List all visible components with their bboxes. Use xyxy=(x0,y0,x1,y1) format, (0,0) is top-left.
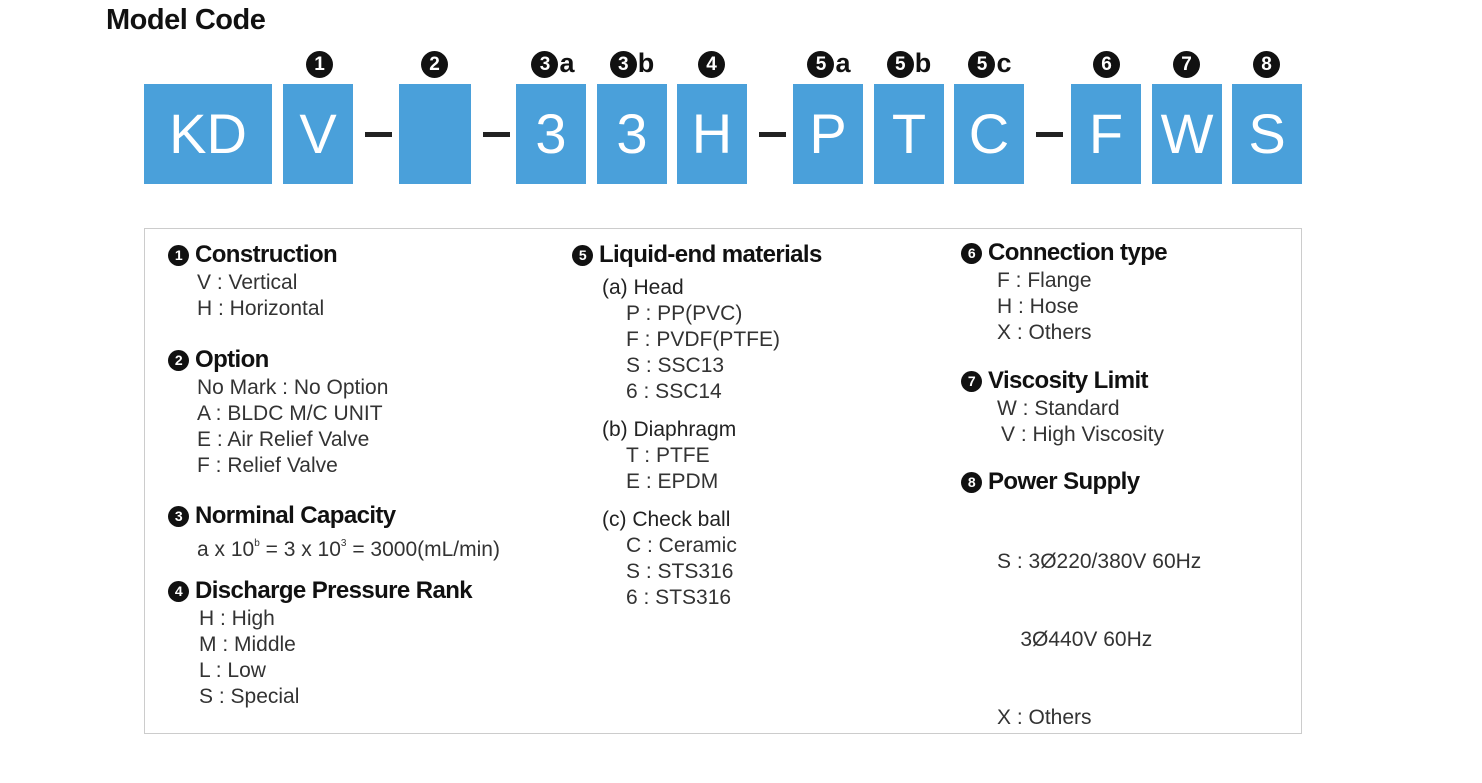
section-title: Liquid-end materials xyxy=(599,241,822,268)
code-box-construction: V xyxy=(283,84,353,184)
list-item: A : BLDC M/C UNIT xyxy=(197,402,383,425)
list-item: H : Horizontal xyxy=(197,297,325,320)
code-box-diaphragm: T xyxy=(874,84,944,184)
number-icon: 4 xyxy=(168,581,189,602)
code-box-check-ball: C xyxy=(954,84,1024,184)
list-item: 6 : SSC14 xyxy=(626,380,722,403)
code-dash xyxy=(1036,132,1063,137)
list-item: X : Others xyxy=(997,321,1092,344)
badge-2: 2 xyxy=(417,47,453,79)
list-item: M : Middle xyxy=(199,633,296,656)
list-item: X : Others xyxy=(997,706,1092,729)
subsection-check-ball: (c) Check ball xyxy=(602,508,731,531)
list-item: F : PVDF(PTFE) xyxy=(626,328,780,351)
code-box-capacity-a: 3 xyxy=(516,84,586,184)
subsection-head: (a) Head xyxy=(602,276,684,299)
list-item: H : Hose xyxy=(997,295,1079,318)
list-item: No Mark : No Option xyxy=(197,376,389,399)
page-title: Model Code xyxy=(106,4,266,36)
list-item: L : Low xyxy=(199,659,266,682)
list-item: V : Vertical xyxy=(197,271,298,294)
code-box-head: P xyxy=(793,84,863,184)
list-item: C : Ceramic xyxy=(626,534,737,557)
section-title: Norminal Capacity xyxy=(195,502,396,529)
number-icon: 5 xyxy=(572,245,593,266)
section-option: 2 Option No Mark : No Option A : BLDC M/C… xyxy=(168,345,388,479)
section-title: Connection type xyxy=(988,239,1168,266)
list-item: S : Special xyxy=(199,685,300,708)
list-item: P : PP(PVC) xyxy=(626,302,743,325)
subsection-diaphragm: (b) Diaphragm xyxy=(602,418,737,441)
section-connection: 6 Connection type F : Flange H : Hose X :… xyxy=(961,238,1168,346)
list-item: S : SSC13 xyxy=(626,354,725,377)
list-item: 3Ø440V 60Hz xyxy=(997,628,1153,651)
section-title: Viscosity Limit xyxy=(988,367,1149,394)
badge-6: 6 xyxy=(1089,47,1125,79)
section-pressure: 4 Discharge Pressure Rank H : High M : Mi… xyxy=(168,576,473,710)
badge-8: 8 xyxy=(1249,47,1285,79)
list-item: S : 3Ø220/380V 60Hz xyxy=(997,550,1202,573)
list-item: 6 : STS316 xyxy=(626,586,732,609)
code-dash xyxy=(365,132,392,137)
list-item: H : High xyxy=(199,607,275,630)
list-item: F : Relief Valve xyxy=(197,454,338,477)
section-title: Option xyxy=(195,346,269,373)
number-icon: 3 xyxy=(168,506,189,527)
number-icon: 1 xyxy=(168,245,189,266)
section-capacity: 3 Norminal Capacity a x 10b = 3 x 103 = 3… xyxy=(168,501,500,561)
section-construction: 1 Construction V : Vertical H : Horizonta… xyxy=(168,240,338,322)
list-item: W : Standard xyxy=(997,397,1120,420)
code-box-connection: F xyxy=(1071,84,1141,184)
code-box-option xyxy=(399,84,471,184)
number-icon: 8 xyxy=(961,472,982,493)
number-icon: 6 xyxy=(961,243,982,264)
section-title: Power Supply xyxy=(988,468,1140,495)
list-item: F : Flange xyxy=(997,269,1092,292)
badge-4: 4 xyxy=(694,47,730,79)
code-box-pressure: H xyxy=(677,84,747,184)
section-title: Discharge Pressure Rank xyxy=(195,577,473,604)
capacity-formula: a x 10b = 3 x 103 = 3000(mL/min) xyxy=(197,538,500,561)
list-item: E : EPDM xyxy=(626,470,719,493)
list-item: S : STS316 xyxy=(626,560,734,583)
code-dash xyxy=(759,132,786,137)
section-materials: 5 Liquid-end materials (a) Head P : PP(PV… xyxy=(572,240,822,611)
code-box-viscosity: W xyxy=(1152,84,1222,184)
badge-1: 1 xyxy=(302,47,338,79)
code-box-kd: KD xyxy=(144,84,272,184)
section-viscosity: 7 Viscosity Limit W : Standard V : High V… xyxy=(961,366,1164,448)
list-item: T : PTFE xyxy=(626,444,710,467)
number-icon: 7 xyxy=(961,371,982,392)
section-title: Construction xyxy=(195,241,338,268)
list-item: E : Air Relief Valve xyxy=(197,428,370,451)
code-dash xyxy=(483,132,510,137)
number-icon: 2 xyxy=(168,350,189,371)
section-power: 8 Power Supply S : 3Ø220/380V 60Hz 3Ø440V… xyxy=(961,467,1201,783)
code-box-power: S xyxy=(1232,84,1302,184)
code-box-capacity-b: 3 xyxy=(597,84,667,184)
list-item: V : High Viscosity xyxy=(1001,423,1165,446)
badge-7: 7 xyxy=(1169,47,1205,79)
legend-panel: 1 Construction V : Vertical H : Horizonta… xyxy=(144,228,1302,734)
